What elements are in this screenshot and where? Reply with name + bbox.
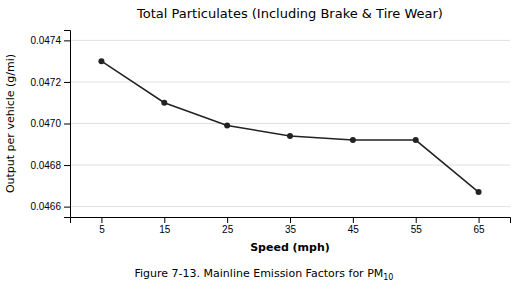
- tick: 45: [348, 217, 360, 235]
- tick-label: 0.0470: [30, 118, 61, 129]
- tick-mark: [353, 217, 354, 223]
- tick-mark: [64, 124, 70, 125]
- tick: 0.0472: [30, 77, 70, 88]
- tick: 0.0474: [30, 35, 70, 46]
- marks: [98, 58, 481, 195]
- tick-label: 0.0468: [30, 160, 61, 171]
- grid-line: [70, 165, 510, 166]
- tick-mark: [290, 217, 291, 223]
- tick-mark: [101, 217, 102, 223]
- tick-label: 55: [411, 224, 423, 235]
- tick-label: 35: [285, 224, 297, 235]
- tick-label: 25: [222, 224, 234, 235]
- tick-label: 0.0466: [30, 201, 61, 212]
- grid-line: [70, 40, 510, 41]
- point: [476, 189, 482, 195]
- tick: 55: [411, 217, 423, 235]
- tick-mark: [64, 40, 70, 41]
- line: [101, 61, 478, 192]
- tick-mark: [416, 217, 417, 223]
- tick-label: 5: [99, 224, 105, 235]
- caption-subscript: 10: [383, 273, 393, 282]
- y-axis: 0.0466 0.0468 0.0470 0.0472 0.0474: [30, 31, 70, 218]
- tick-mark: [64, 82, 70, 83]
- y-axis-title: Output per vehicle (g/mi): [4, 54, 17, 193]
- grid-line: [70, 206, 510, 207]
- tick-label: 65: [474, 224, 486, 235]
- chart: 51525354555650.04660.04680.04700.04720.0…: [0, 0, 528, 289]
- caption: Figure 7-13. Mainline Emission Factors f…: [135, 267, 394, 282]
- grid-line: [70, 81, 510, 82]
- axis-line: [64, 31, 71, 218]
- point: [161, 100, 167, 106]
- x-axis: 5 15 25 35 45 55 65: [71, 217, 511, 235]
- point: [350, 137, 356, 143]
- point: [287, 133, 293, 139]
- tick-mark: [64, 207, 70, 208]
- grid: [70, 40, 510, 206]
- tick-label: 15: [159, 224, 171, 235]
- tick: 35: [285, 217, 297, 235]
- plot: 51525354555650.04660.04680.04700.04720.0…: [30, 31, 510, 236]
- point: [98, 58, 104, 64]
- tick: 0.0466: [30, 201, 70, 212]
- tick-mark: [64, 165, 70, 166]
- tick: 0.0470: [30, 118, 70, 129]
- caption-text: Figure 7-13. Mainline Emission Factors f…: [135, 267, 384, 280]
- tick: 65: [474, 217, 486, 235]
- x-axis-title: Speed (mph): [250, 241, 330, 254]
- tick-mark: [164, 217, 165, 223]
- tick-label: 45: [348, 224, 360, 235]
- axis-line: [71, 218, 511, 224]
- grid-line: [70, 123, 510, 124]
- tick-mark: [227, 217, 228, 223]
- tick: 5: [99, 217, 105, 235]
- tick-label: 0.0472: [30, 77, 61, 88]
- point: [413, 137, 419, 143]
- tick-label: 0.0474: [30, 35, 61, 46]
- point: [224, 123, 230, 129]
- title: Total Particulates (Including Brake & Ti…: [136, 6, 443, 21]
- tick: 0.0468: [30, 160, 70, 171]
- tick-mark: [479, 217, 480, 223]
- tick: 15: [159, 217, 171, 235]
- tick: 25: [222, 217, 234, 235]
